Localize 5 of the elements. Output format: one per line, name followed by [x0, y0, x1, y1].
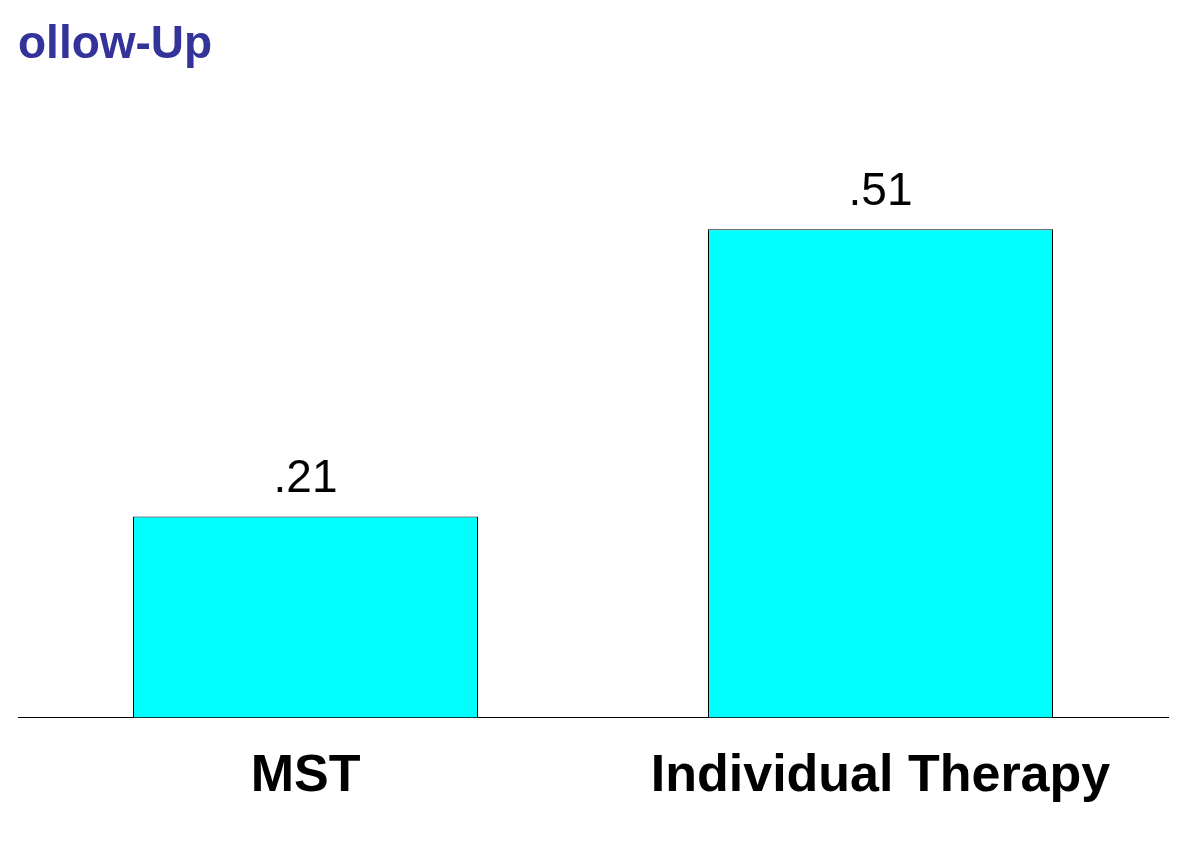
- x-tick-label: MST: [250, 744, 361, 803]
- data-label: .51: [848, 163, 913, 216]
- chart-title: ollow-Up: [18, 16, 213, 69]
- x-tick-label: Individual Therapy: [650, 744, 1111, 803]
- data-label: .21: [273, 450, 338, 503]
